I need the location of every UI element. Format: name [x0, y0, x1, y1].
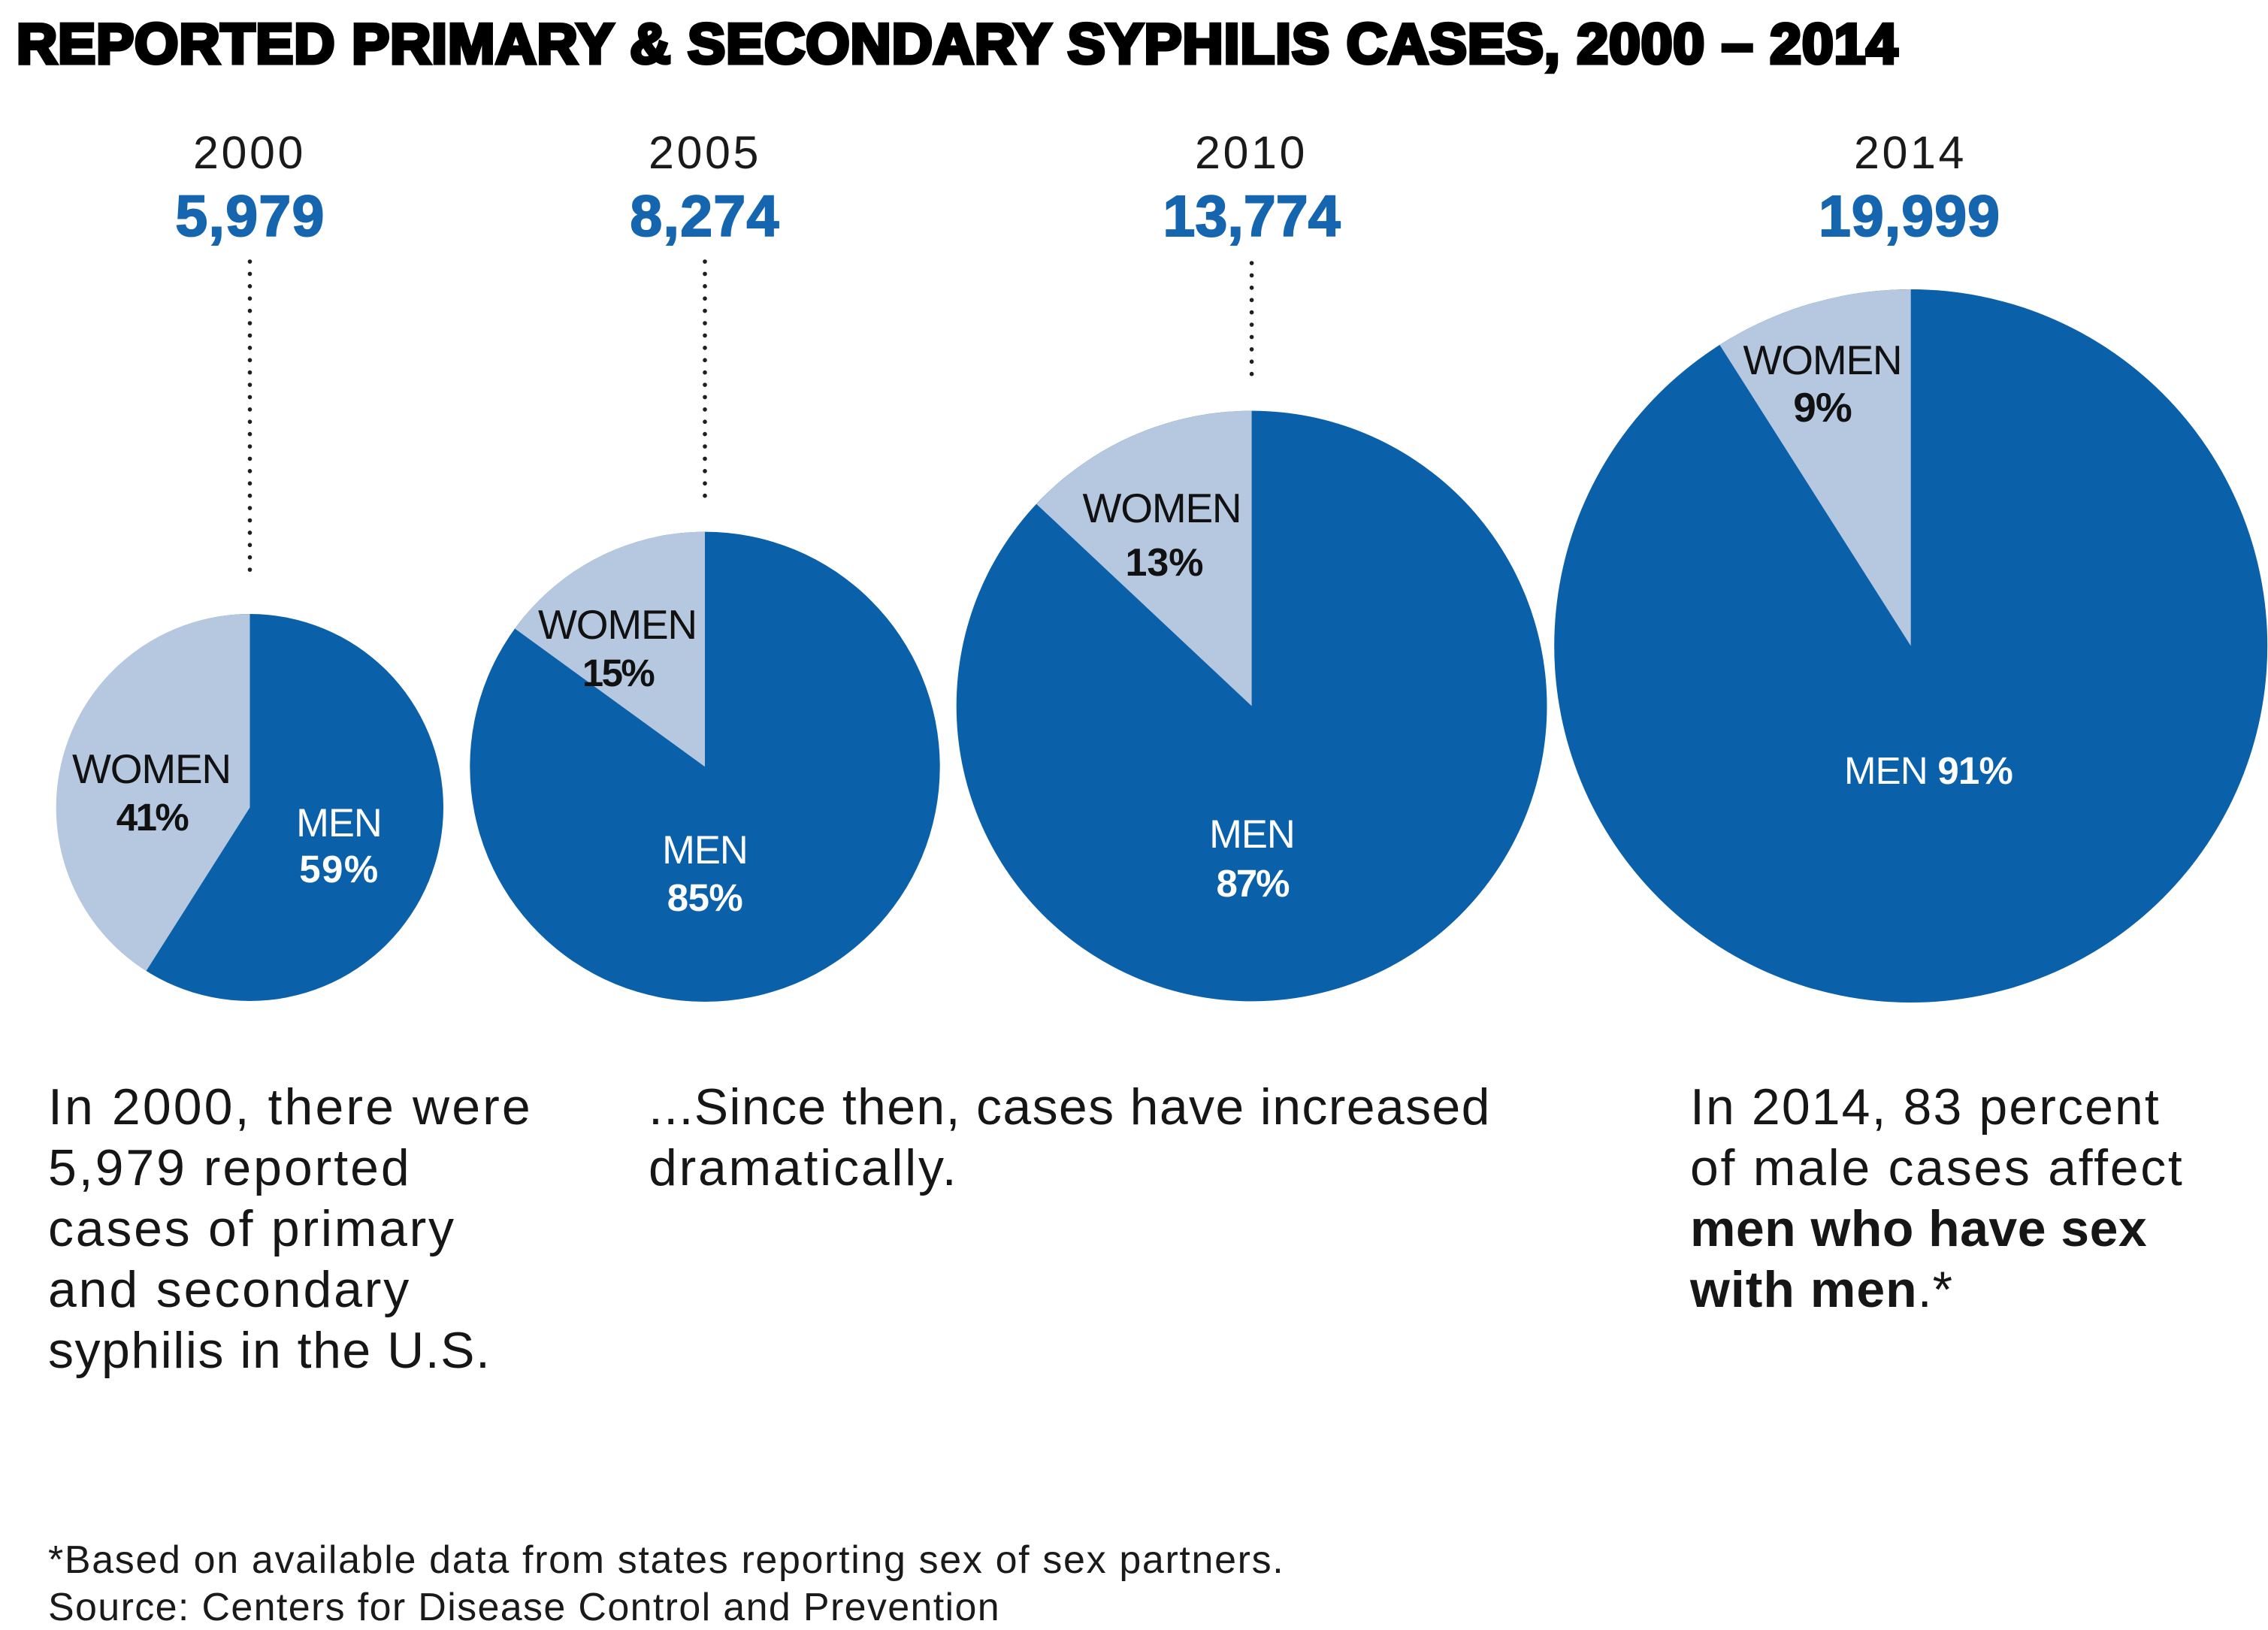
svg-text:WOMEN: WOMEN [72, 745, 231, 792]
svg-text:WOMEN: WOMEN [1743, 337, 1902, 383]
svg-text:WOMEN: WOMEN [538, 601, 697, 648]
svg-text:2014: 2014 [1854, 127, 1967, 178]
svg-text:syphilis in the U.S.: syphilis in the U.S. [48, 1322, 491, 1379]
svg-text:13%: 13% [1125, 541, 1203, 585]
svg-text:5,979: 5,979 [175, 184, 325, 249]
svg-text:men who have sex: men who have sex [1690, 1200, 2147, 1257]
svg-text:MEN: MEN [1209, 812, 1295, 857]
svg-text:85%: 85% [667, 876, 742, 919]
svg-text:8,274: 8,274 [630, 184, 779, 249]
svg-text:of male cases affect: of male cases affect [1690, 1139, 2185, 1196]
svg-text:19,999: 19,999 [1819, 184, 2000, 249]
svg-text:*Based on available data from: *Based on available data from states rep… [48, 1538, 1284, 1582]
svg-text:2010: 2010 [1195, 127, 1308, 178]
svg-text:15%: 15% [582, 652, 655, 694]
svg-text:REPORTED PRIMARY & SECONDARY S: REPORTED PRIMARY & SECONDARY SYPHILIS CA… [17, 12, 1898, 75]
svg-text:Source: Centers for Disease Co: Source: Centers for Disease Control and … [48, 1586, 1000, 1629]
svg-text:...Since then, cases have incr: ...Since then, cases have increased [649, 1078, 1491, 1136]
svg-text:MEN 91%: MEN 91% [1844, 749, 2012, 792]
svg-text:In 2014, 83 percent: In 2014, 83 percent [1690, 1078, 2161, 1136]
svg-text:59%: 59% [299, 848, 379, 891]
svg-text:13,774: 13,774 [1163, 184, 1341, 249]
svg-text:In 2000, there were: In 2000, there were [48, 1078, 533, 1136]
svg-text:87%: 87% [1216, 862, 1289, 905]
svg-text:cases of primary: cases of primary [48, 1200, 456, 1257]
svg-text:and secondary: and secondary [48, 1261, 411, 1318]
svg-text:MEN: MEN [662, 828, 748, 872]
svg-text:41%: 41% [116, 796, 189, 839]
svg-text:9%: 9% [1793, 384, 1852, 431]
svg-text:WOMEN: WOMEN [1083, 485, 1241, 531]
svg-text:5,979 reported: 5,979 reported [48, 1139, 412, 1196]
svg-text:MEN: MEN [296, 801, 382, 845]
svg-text:dramatically.: dramatically. [649, 1139, 958, 1196]
svg-text:2000: 2000 [193, 127, 306, 178]
svg-text:2005: 2005 [649, 127, 761, 178]
svg-text:with men.*: with men.* [1689, 1261, 1953, 1318]
